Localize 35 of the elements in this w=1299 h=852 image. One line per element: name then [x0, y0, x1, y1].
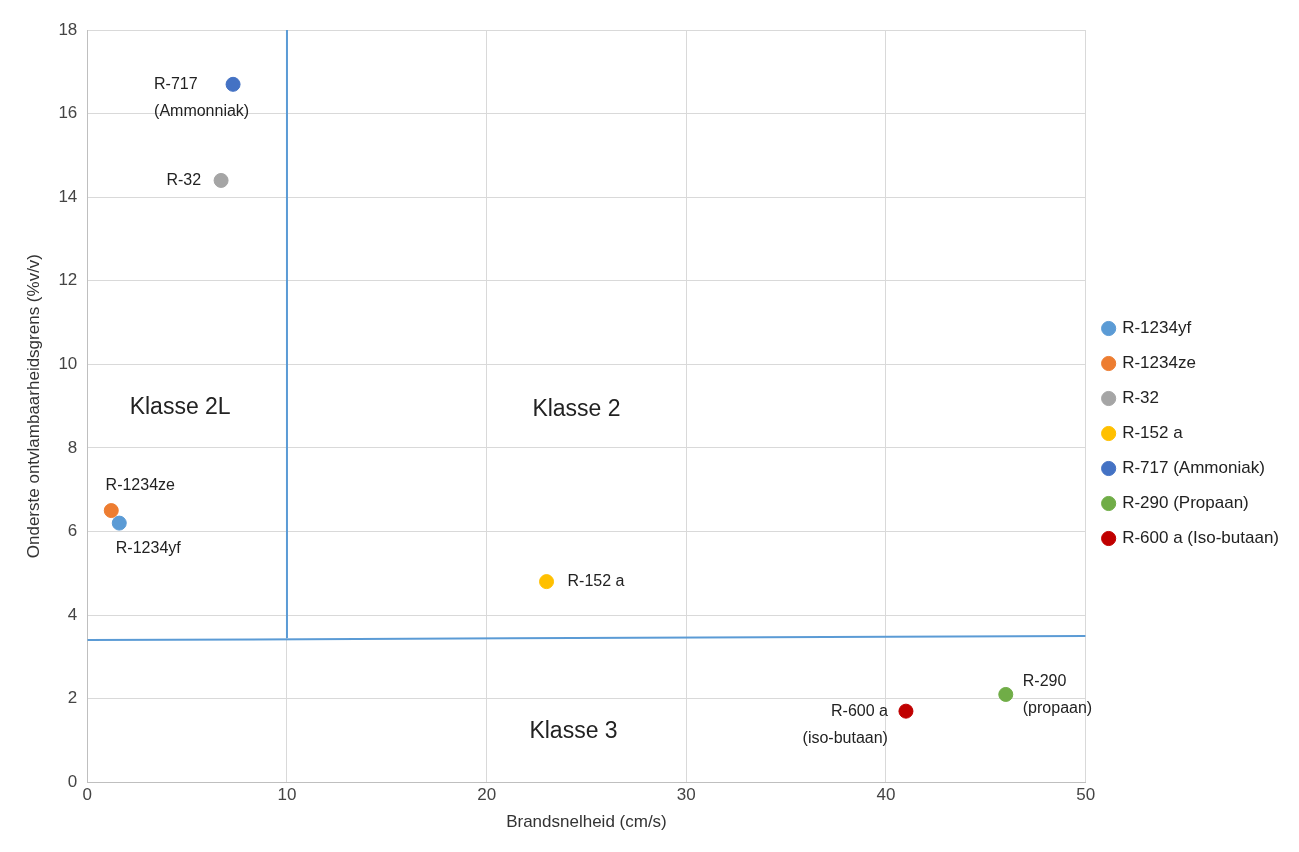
annotation: R-1234ze [105, 475, 176, 493]
x-tick-label: 0 [82, 785, 93, 805]
y-tick-label: 6 [67, 521, 78, 541]
x-tick-label: 10 [277, 785, 297, 805]
legend-label: R-32 [1122, 388, 1159, 408]
y-tick-label: 10 [58, 354, 78, 373]
annotation: Klasse 3 [529, 717, 618, 744]
annotation: R-1234yf [115, 538, 182, 556]
annotation: Klasse 2L [129, 392, 231, 419]
x-axis-title: Brandsnelheid (cm/s) [506, 812, 667, 832]
x-tick-label: 20 [477, 785, 497, 805]
x-tick-label: 30 [676, 785, 696, 805]
y-tick-label: 16 [58, 103, 78, 123]
legend-label: R-290 (Propaan) [1122, 493, 1249, 513]
y-tick-label: 18 [58, 19, 78, 39]
y-tick-label: 0 [67, 771, 78, 791]
legend-label: R-152 a [1122, 423, 1184, 443]
x-tick-label: 40 [876, 785, 896, 805]
y-tick-label: 8 [67, 437, 78, 457]
y-tick-label: 12 [58, 270, 78, 290]
y-axis-title: Onderste ontvlambaarheidsgrens (%v/v) [23, 253, 43, 559]
y-tick-label: 2 [67, 688, 78, 708]
annotation: R-600 a (iso-butaan) [802, 701, 889, 746]
y-tick-label: 14 [58, 186, 78, 206]
legend-label: R-600 a (Iso-butaan) [1122, 528, 1280, 548]
annotation: R-717 (Ammonniak) [154, 74, 250, 119]
legend-label: R-1234yf [1122, 318, 1192, 338]
x-tick-label: 50 [1076, 785, 1096, 805]
annotation: R-152 a [567, 572, 625, 590]
annotation: R-290 (propaan) [1022, 671, 1093, 716]
legend-label: R-1234ze [1122, 353, 1196, 373]
y-tick-label: 4 [67, 604, 78, 624]
annotation: R-32 [166, 170, 202, 188]
annotation: Klasse 2 [532, 395, 621, 422]
legend-label: R-717 (Ammoniak) [1122, 458, 1265, 478]
